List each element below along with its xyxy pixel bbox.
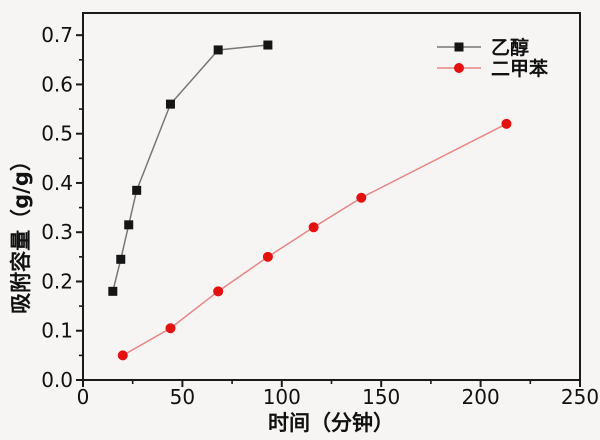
y-tick-label: 0.0 [41,368,73,392]
data-point-circle [117,350,128,361]
data-point-circle [213,286,224,297]
y-tick-label: 0.5 [41,122,73,146]
legend-label-xylene: 二甲苯 [491,57,548,80]
series-ethanol [108,40,273,296]
data-point-circle [165,323,176,334]
data-point-circle [356,192,367,203]
x-tick-label: 200 [462,385,500,409]
data-point-square [263,40,273,50]
y-tick-label: 0.3 [41,220,73,244]
x-tick-label: 250 [561,385,599,409]
y-axis-title: 吸附容量（g/g） [9,150,33,314]
data-point-square [165,99,175,109]
y-tick-label: 0.1 [41,319,73,343]
data-point-square [124,220,134,230]
legend-square-marker-icon [454,42,464,52]
legend: 乙醇 二甲苯 [437,36,548,80]
x-axis-title: 时间（分钟） [268,411,394,435]
y-tick-label: 0.2 [41,269,73,293]
data-point-circle [262,251,273,262]
data-point-square [108,286,118,296]
series-line-xylene [122,123,507,357]
data-point-square [132,185,142,195]
x-tick-label: 150 [362,385,400,409]
x-axis-ticks: 0 50 100 150 200 250 [77,380,599,409]
x-tick-label: 50 [170,385,195,409]
series-xylene [117,118,512,361]
data-point-square [213,45,223,55]
y-tick-label: 0.4 [41,171,73,195]
legend-label-ethanol: 乙醇 [491,36,529,59]
data-point-circle [501,118,512,129]
series-layer [108,40,512,361]
series-line-ethanol [112,44,268,292]
data-point-square [116,254,126,264]
x-tick-label: 100 [263,385,301,409]
y-tick-label: 0.7 [41,23,73,47]
y-axis-ticks: 0.0 0.1 0.2 0.3 0.4 0.5 0.6 0.7 [41,23,83,392]
y-tick-label: 0.6 [41,72,73,96]
legend-circle-marker-icon [454,63,464,73]
data-point-circle [308,222,319,233]
x-tick-label: 0 [77,385,90,409]
